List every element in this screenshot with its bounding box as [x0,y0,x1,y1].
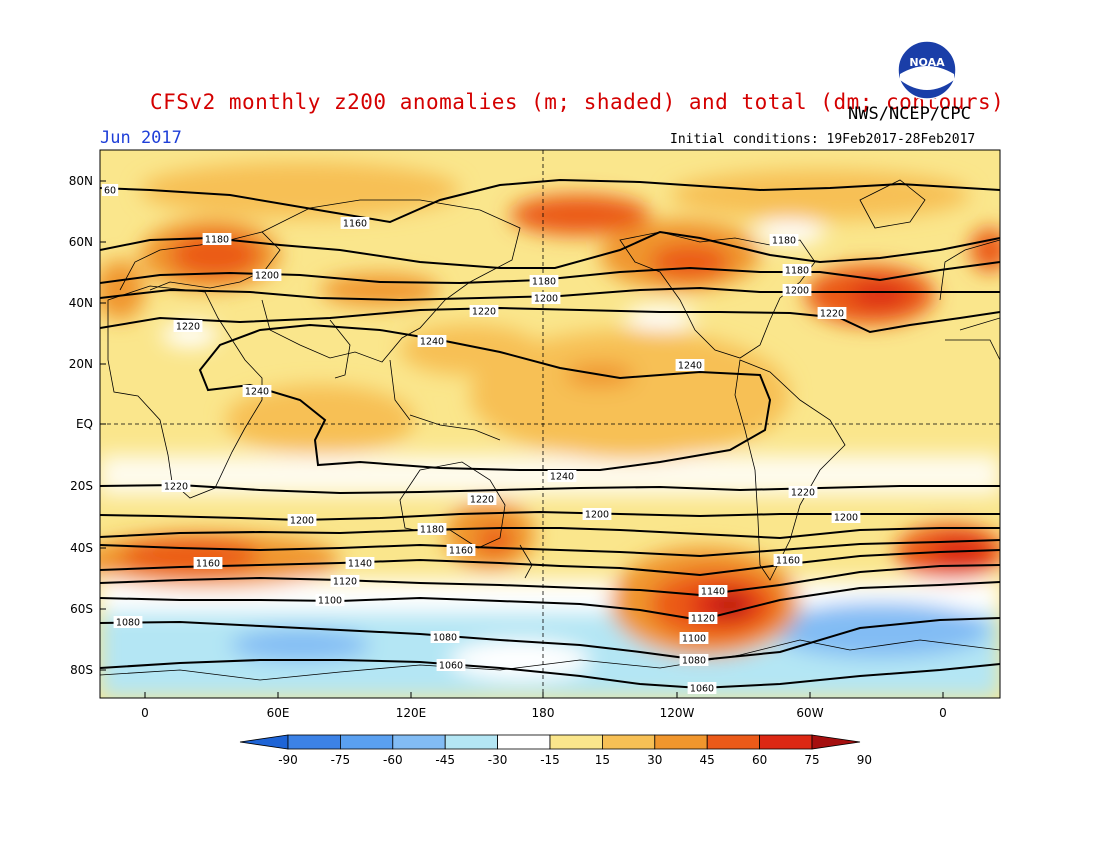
longitude-axis: 0 60E 120E 180 120W 60W 0 [141,692,947,720]
colorbar-segment [759,734,813,750]
colorbar-segment [339,734,394,750]
chart-title: CFSv2 monthly z200 anomalies (m; shaded)… [150,90,1005,114]
lon-tick-label: 120W [660,706,695,720]
contour-label: 1160 [343,219,367,230]
contour-label: 1220 [472,307,496,318]
lon-tick-label: 60E [267,706,290,720]
contour-label: 1240 [420,337,444,348]
colorbar-label: -30 [488,753,508,767]
contour-label: 1060 [690,684,714,695]
lon-tick-label: 180 [532,706,555,720]
colorbar-label: 90 [857,753,872,767]
contour-label: 1100 [682,634,706,645]
colorbar-max-arrow [811,734,861,750]
contour-label: 60 [104,186,116,197]
org-label: NWS/NCEP/CPC [848,104,971,124]
colorbar-segment [602,734,656,750]
contour-label: 1200 [534,294,558,305]
contour-label: 1160 [196,559,220,570]
contour-label: 1220 [164,482,188,493]
contour-label: 1120 [333,577,357,588]
colorbar-label: -45 [435,753,455,767]
lat-tick-label: EQ [76,417,93,431]
contour-label: 1140 [348,559,372,570]
colorbar-segment [549,734,603,750]
colorbar-label: -90 [278,753,298,767]
colorbar-label: 15 [595,753,610,767]
contour-label: 1220 [176,322,200,333]
lon-tick-label: 0 [141,706,149,720]
contour-label: 1240 [678,361,702,372]
contour-label: 1120 [691,614,715,625]
colorbar: -90 -75 -60 -45 -30 -15 15 30 45 60 75 90 [239,734,872,767]
month-label: Jun 2017 [100,128,182,148]
lat-tick-label: 40S [70,541,93,555]
contour-label: 1080 [116,618,140,629]
contour-label: 1200 [290,516,314,527]
colorbar-min-arrow [239,734,289,750]
contour-label: 1200 [785,286,809,297]
colorbar-label: 75 [804,753,819,767]
lat-tick-label: 80S [70,663,93,677]
anomaly-shading [100,150,1000,698]
contour-label: 1220 [470,495,494,506]
noaa-logo-icon: NOAA [897,40,957,100]
contour-label: 1240 [550,472,574,483]
contour-label: 1080 [682,656,706,667]
colorbar-segment [706,734,761,750]
colorbar-label: 45 [700,753,715,767]
colorbar-segment [497,734,551,750]
lon-tick-label: 60W [796,706,823,720]
contour-label: 1160 [776,556,800,567]
colorbar-label: -15 [540,753,560,767]
lat-tick-label: 20S [70,479,93,493]
contour-label: 1080 [433,633,457,644]
colorbar-label: 30 [647,753,662,767]
coastlines [100,179,1000,681]
lat-tick-label: 20N [69,357,93,371]
colorbar-label: -60 [383,753,403,767]
contour-label: 1180 [785,266,809,277]
contour-label: 1240 [245,387,269,398]
colorbar-segment [287,734,341,750]
logo-text: NOAA [909,56,945,69]
colorbar-segment [392,734,446,750]
contour-label: 1180 [772,236,796,247]
contour-label: 1060 [439,661,463,672]
lat-tick-label: 40N [69,296,93,310]
initial-conditions: Initial conditions: 19Feb2017-28Feb2017 [670,132,976,147]
contour-label: 1160 [449,546,473,557]
contour-label: 1220 [791,488,815,499]
latitude-axis: 80N 60N 40N 20N EQ 20S 40S 60S 80S [69,174,106,677]
contour-label: 1200 [585,510,609,521]
colorbar-segment [654,734,708,750]
colorbar-label: 60 [752,753,767,767]
height-contours [100,178,1000,690]
colorbar-label: -75 [331,753,351,767]
contour-label: 1200 [255,271,279,282]
contour-labels: 60 1160 1180 1180 1180 1200 1180 1200 1200 1220 12… [101,184,861,695]
contour-label: 1180 [205,235,229,246]
lat-tick-label: 60S [70,602,93,616]
lat-tick-label: 80N [69,174,93,188]
contour-label: 1140 [701,587,725,598]
contour-label: 1220 [820,309,844,320]
lon-tick-label: 120E [396,706,427,720]
lon-tick-label: 0 [939,706,947,720]
colorbar-segment [444,734,499,750]
contour-label: 1200 [834,513,858,524]
contour-label: 1180 [420,525,444,536]
contour-label: 1100 [318,596,342,607]
lat-tick-label: 60N [69,235,93,249]
contour-label: 1180 [532,277,556,288]
